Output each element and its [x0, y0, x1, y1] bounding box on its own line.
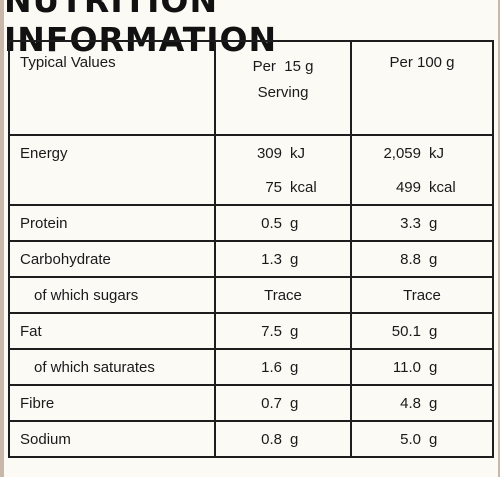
- table-header-row: Typical Values Per 15 g Serving Per 100 …: [8, 40, 494, 136]
- row-value-serving: Trace: [214, 276, 352, 314]
- header-per-serving-line2: Serving: [257, 84, 309, 101]
- row-label: Fat: [8, 312, 216, 350]
- nutrition-label: NUTRITION INFORMATION Typical Values Per…: [4, 0, 498, 477]
- unit: g: [290, 358, 299, 376]
- value: 8.8: [400, 250, 421, 268]
- unit: g: [290, 250, 299, 268]
- row-label: Fibre: [8, 384, 216, 422]
- value: 3.3: [400, 214, 421, 232]
- row-value-100g: 5.0 g: [350, 420, 494, 458]
- value: 50.1: [391, 322, 421, 340]
- row-label: [8, 170, 216, 206]
- table-row-fat: Fat 7.5 g 50.1 g: [8, 312, 494, 350]
- value: 0.8: [261, 430, 282, 448]
- row-value-100g: 499 kcal: [350, 170, 494, 206]
- value: 11.0: [392, 358, 421, 376]
- table-row-saturates: of which saturates 1.6 g 11.0 g: [8, 348, 494, 386]
- value: 4.8: [400, 394, 421, 412]
- value: 5.0: [400, 430, 421, 448]
- row-label: Carbohydrate: [8, 240, 216, 278]
- unit: kcal: [290, 178, 317, 196]
- page-title: NUTRITION INFORMATION: [4, 0, 278, 59]
- row-label: Sodium: [8, 420, 216, 458]
- row-value-100g: 3.3 g: [350, 204, 494, 242]
- table-row-protein: Protein 0.5 g 3.3 g: [8, 204, 494, 242]
- row-label: Protein: [8, 204, 216, 242]
- unit: g: [429, 322, 438, 340]
- table-row-sodium: Sodium 0.8 g 5.0 g: [8, 420, 494, 458]
- row-value-serving: 1.6 g: [214, 348, 352, 386]
- value: 0.5: [261, 214, 282, 232]
- row-label: of which sugars: [8, 276, 216, 314]
- unit: g: [429, 214, 438, 232]
- table-row-sugars: of which sugars Trace Trace: [8, 276, 494, 314]
- row-value-100g: 8.8 g: [350, 240, 494, 278]
- header-per-serving: Per 15 g Serving: [214, 40, 352, 136]
- row-value-serving: 75 kcal: [214, 170, 352, 206]
- header-per-serving-line1: Per 15 g: [252, 58, 314, 75]
- value: 75: [265, 178, 282, 196]
- unit: kJ: [290, 144, 305, 162]
- unit: g: [429, 430, 438, 448]
- row-label: of which saturates: [8, 348, 216, 386]
- unit: g: [429, 358, 438, 376]
- row-value-100g: Trace: [350, 276, 494, 314]
- row-value-serving: 7.5 g: [214, 312, 352, 350]
- nutrition-table: Typical Values Per 15 g Serving Per 100 …: [8, 40, 494, 458]
- row-label: Energy: [8, 134, 216, 170]
- unit: g: [290, 322, 299, 340]
- header-per-100g: Per 100 g: [350, 40, 494, 136]
- unit: g: [290, 394, 299, 412]
- unit: g: [290, 430, 299, 448]
- value: 309: [256, 144, 282, 162]
- header-label: Typical Values: [8, 40, 216, 136]
- row-value-100g: 4.8 g: [350, 384, 494, 422]
- table-row-fibre: Fibre 0.7 g 4.8 g: [8, 384, 494, 422]
- table-row-energy-kj: Energy 309 kJ 2,059 kJ: [8, 134, 494, 170]
- unit: kcal: [429, 178, 456, 196]
- unit: g: [429, 394, 438, 412]
- unit: kJ: [429, 144, 444, 162]
- row-value-serving: 0.7 g: [214, 384, 352, 422]
- value: 0.7: [261, 394, 282, 412]
- row-value-100g: 2,059 kJ: [350, 134, 494, 170]
- unit: g: [290, 214, 299, 232]
- row-value-100g: 50.1 g: [350, 312, 494, 350]
- value: 1.3: [261, 250, 282, 268]
- value: 7.5: [261, 322, 282, 340]
- row-value-serving: 309 kJ: [214, 134, 352, 170]
- row-value-serving: 0.8 g: [214, 420, 352, 458]
- row-value-serving: 1.3 g: [214, 240, 352, 278]
- value: 499: [395, 178, 421, 196]
- row-value-100g: 11.0 g: [350, 348, 494, 386]
- value: 2,059: [383, 144, 421, 162]
- unit: g: [429, 250, 438, 268]
- value: 1.6: [261, 358, 282, 376]
- table-row-energy-kcal: 75 kcal 499 kcal: [8, 170, 494, 206]
- table-row-carbohydrate: Carbohydrate 1.3 g 8.8 g: [8, 240, 494, 278]
- row-value-serving: 0.5 g: [214, 204, 352, 242]
